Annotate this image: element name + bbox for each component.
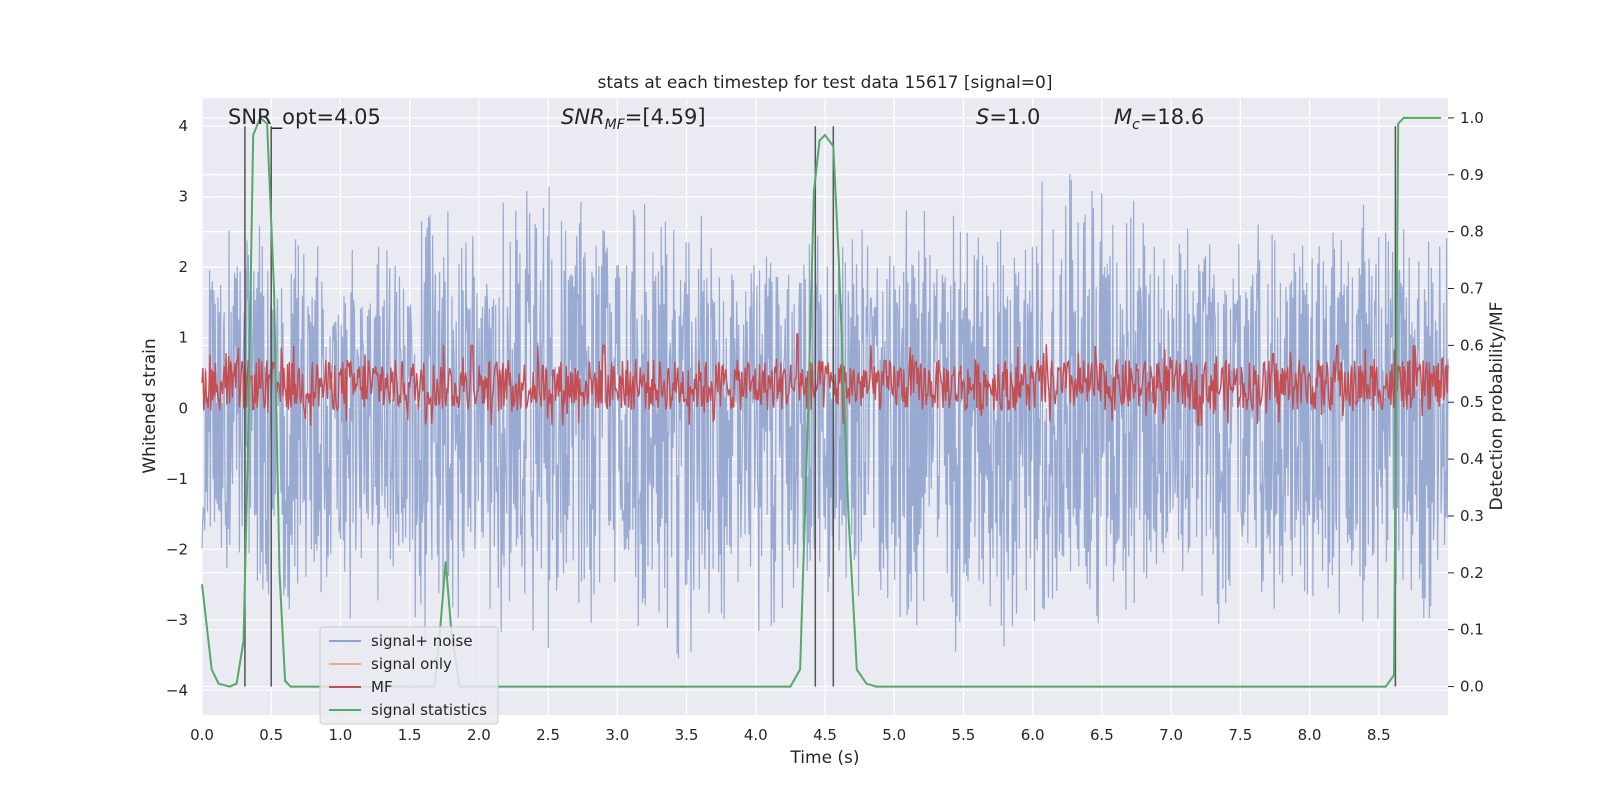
- y-left-axis-ticks: 4 3 2 1 0 −1 −2 −3 −4: [166, 117, 188, 699]
- annotation-snr-mf-main: SNR: [561, 105, 605, 129]
- y-right-axis-label: Detection probability/MF: [1487, 302, 1507, 511]
- x-tick-label-10: 5.0: [882, 726, 906, 744]
- x-tick-label-16: 8.0: [1298, 726, 1322, 744]
- y-right-tick-label-9: 0.1: [1460, 621, 1484, 639]
- y-left-tick-label-5: −1: [166, 470, 188, 488]
- chart-title: stats at each timestep for test data 156…: [598, 73, 1053, 93]
- y-right-axis-ticks: 1.0 0.9 0.8 0.7 0.6 0.5 0.4 0.3 0.2 0.1 0.0: [1448, 109, 1484, 696]
- annotation-s: S=1.0: [976, 105, 1040, 129]
- legend-label-mf: MF: [371, 678, 393, 696]
- y-left-tick-label-7: −3: [166, 611, 188, 629]
- series-mf-line: [201, 333, 1449, 427]
- gridlines: [201, 98, 1448, 715]
- y-left-tick-label-3: 1: [178, 329, 188, 347]
- x-tick-label-4: 2.0: [467, 726, 491, 744]
- y-left-tick-label-4: 0: [178, 399, 188, 417]
- y-right-tick-label-6: 0.4: [1460, 450, 1484, 468]
- x-tick-label-14: 7.0: [1159, 726, 1183, 744]
- x-tick-label-6: 3.0: [605, 726, 629, 744]
- series-mf: [201, 333, 1449, 427]
- y-left-tick-label-2: 2: [178, 258, 188, 276]
- annotation-s-rest: =1.0: [989, 105, 1040, 129]
- x-tick-label-13: 6.5: [1090, 726, 1114, 744]
- series-signal-noise: [201, 174, 1449, 659]
- x-tick-label-17: 8.5: [1367, 726, 1391, 744]
- legend-label-signal-noise: signal+ noise: [371, 632, 473, 650]
- y-right-tick-label-10: 0.0: [1460, 678, 1484, 696]
- annotation-snr-mf-sub: MF: [605, 117, 626, 133]
- annotation-mc-rest: =18.6: [1140, 105, 1204, 129]
- series-signal-noise-line: [201, 174, 1449, 659]
- x-tick-label-0: 0.0: [190, 726, 214, 744]
- x-tick-label-2: 1.0: [329, 726, 353, 744]
- x-tick-label-8: 4.0: [744, 726, 768, 744]
- x-axis-label: Time (s): [789, 748, 859, 768]
- y-right-tick-label-8: 0.2: [1460, 564, 1484, 582]
- annotations: SNR_opt=4.05 SNRMF=[4.59] S=1.0 Mc=18.6: [228, 105, 1204, 133]
- x-tick-label-5: 2.5: [536, 726, 560, 744]
- y-left-tick-label-1: 3: [178, 188, 188, 206]
- x-tick-label-15: 7.5: [1228, 726, 1252, 744]
- x-tick-label-7: 3.5: [675, 726, 699, 744]
- annotation-s-main: S: [976, 105, 989, 129]
- x-tick-label-1: 0.5: [259, 726, 283, 744]
- annotation-snr-opt: SNR_opt=4.05: [228, 105, 381, 130]
- legend-box: [319, 626, 499, 725]
- x-tick-label-3: 1.5: [398, 726, 422, 744]
- annotation-mc-main: M: [1114, 105, 1132, 129]
- x-tick-label-9: 4.5: [813, 726, 837, 744]
- y-right-tick-label-5: 0.5: [1460, 393, 1484, 411]
- annotation-mc-sub: c: [1132, 117, 1140, 133]
- y-left-tick-label-6: −2: [166, 540, 188, 558]
- y-right-tick-label-1: 0.9: [1460, 166, 1484, 184]
- y-right-tick-label-4: 0.6: [1460, 336, 1484, 354]
- annotation-snr-mf: SNRMF=[4.59]: [561, 105, 706, 133]
- legend: signal+ noise signal only MF signal stat…: [319, 626, 499, 725]
- x-axis-ticks: 0.0 0.5 1.0 1.5 2.0 2.5 3.0 3.5 4.0 4.5 5.0 5.5 6.0 6…: [190, 726, 1391, 744]
- x-tick-label-12: 6.0: [1021, 726, 1045, 744]
- legend-label-signal-only: signal only: [371, 655, 452, 673]
- y-right-tick-label-0: 1.0: [1460, 109, 1484, 127]
- y-left-tick-label-8: −4: [166, 681, 188, 699]
- legend-label-signal-statistics: signal statistics: [371, 701, 487, 719]
- annotation-mc: Mc=18.6: [1114, 105, 1204, 133]
- y-right-tick-label-2: 0.8: [1460, 223, 1484, 241]
- annotation-snr-mf-rest: =[4.59]: [625, 105, 706, 129]
- x-tick-label-11: 5.5: [952, 726, 976, 744]
- y-left-tick-label-0: 4: [178, 117, 188, 135]
- y-left-axis-label: Whitened strain: [140, 338, 160, 473]
- y-right-tick-label-7: 0.3: [1460, 507, 1484, 525]
- y-right-tick-label-3: 0.7: [1460, 280, 1484, 298]
